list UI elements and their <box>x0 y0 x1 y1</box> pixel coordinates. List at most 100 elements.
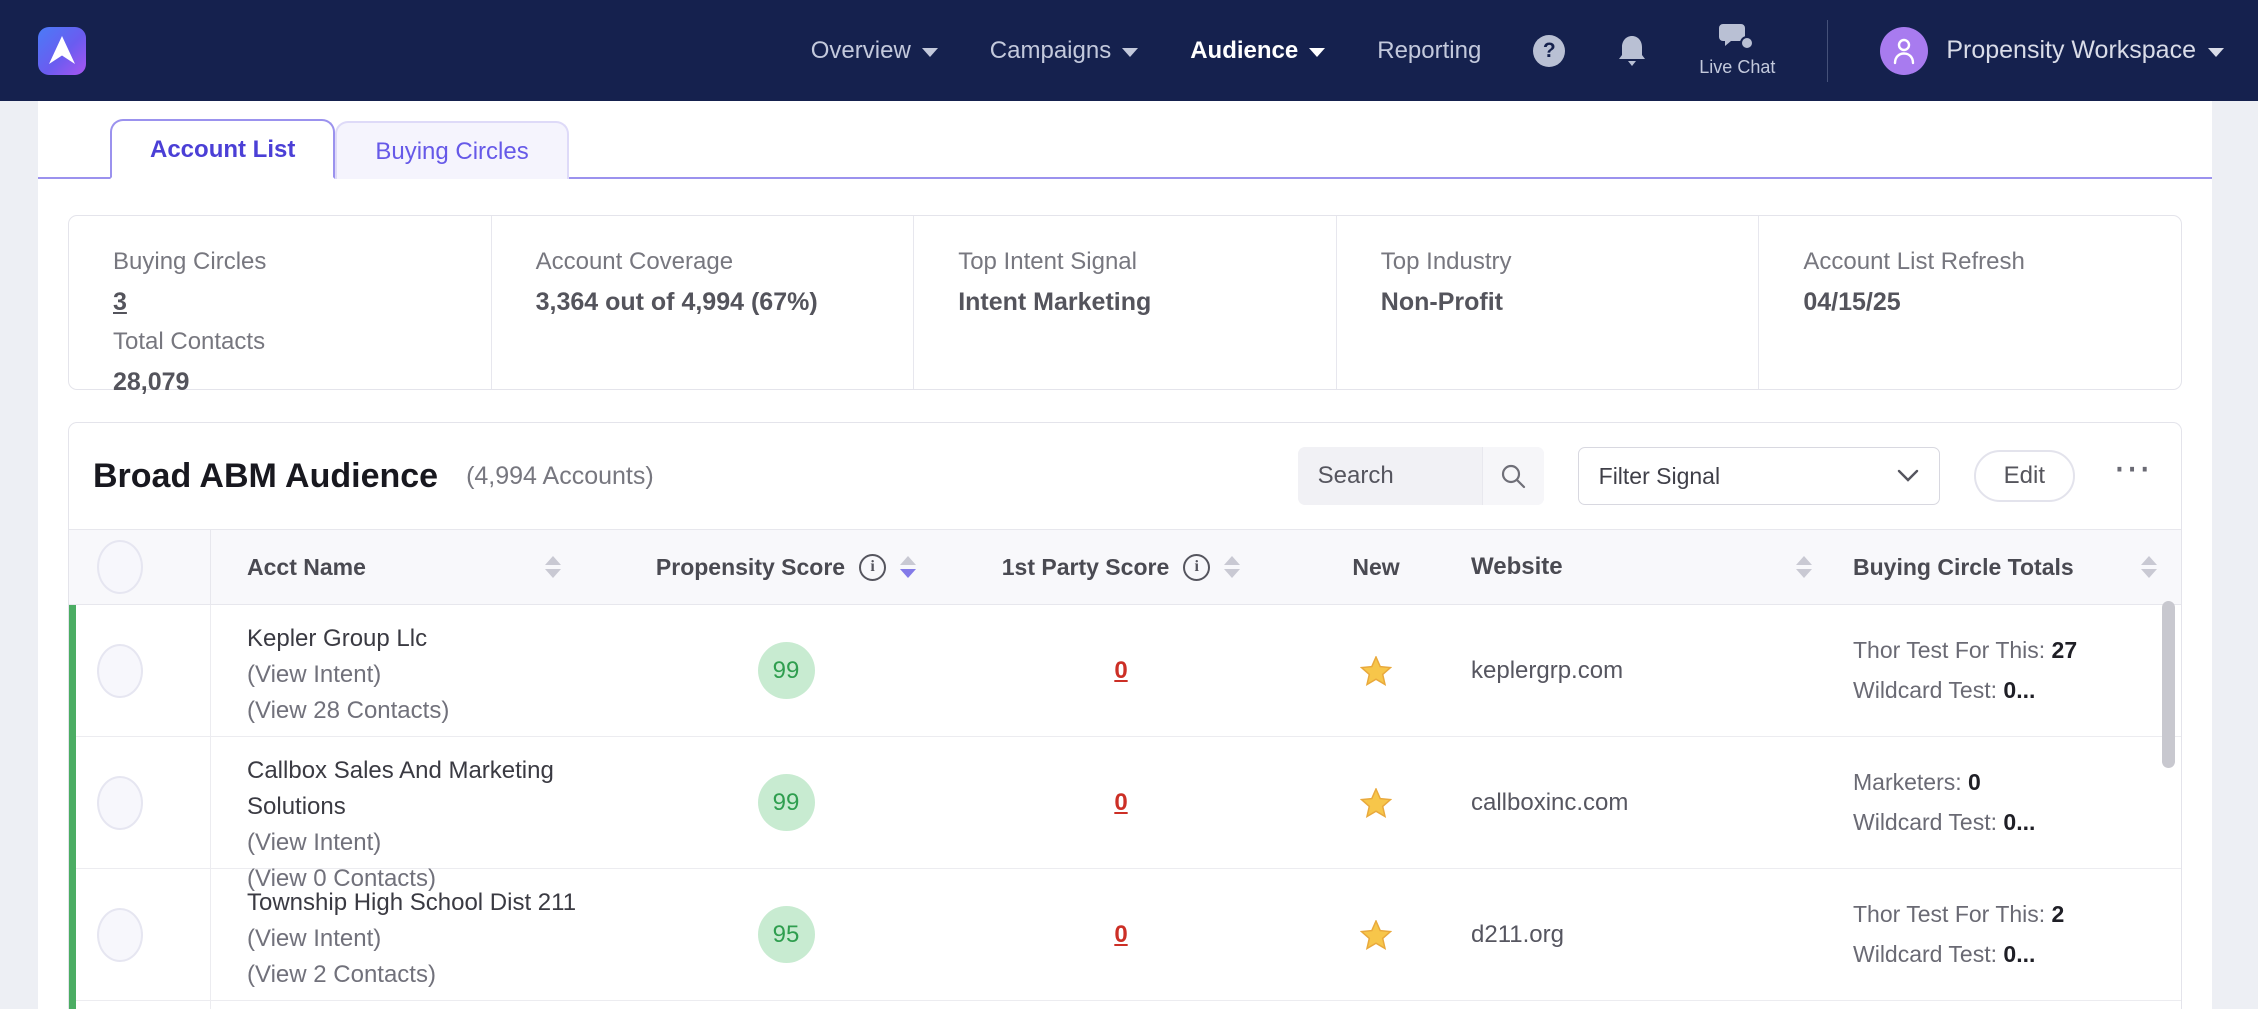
view-intent-link[interactable]: (View Intent) <box>247 925 382 952</box>
sort-buying-circle-totals[interactable] <box>2141 556 2157 578</box>
tab-buying-circles[interactable]: Buying Circles <box>335 121 569 179</box>
view-contacts-link[interactable]: (View 28 Contacts) <box>247 697 450 724</box>
view-intent-link[interactable]: (View Intent) <box>247 829 382 856</box>
stat-account-coverage: Account Coverage 3,364 out of 4,994 (67%… <box>492 216 915 389</box>
user-avatar[interactable] <box>1880 26 1929 75</box>
stat-account-list-refresh: Account List Refresh 04/15/25 <box>1759 216 2181 389</box>
row-checkbox[interactable] <box>96 907 143 962</box>
stat-account-list-refresh-value: 04/15/25 <box>1803 288 1901 316</box>
acct-name-column-label: Acct Name <box>247 553 366 580</box>
header-website: Website <box>1441 553 1826 581</box>
stat-top-intent-signal: Top Intent Signal Intent Marketing <box>914 216 1337 389</box>
stat-top-intent-signal-label: Top Intent Signal <box>958 248 1137 275</box>
main-content: Account List Buying Circles Buying Circl… <box>38 101 2212 1009</box>
buying-circle-total: Thor Test For This: 27 <box>1853 637 2078 663</box>
audience-header: Broad ABM Audience (4,994 Accounts) Filt… <box>69 423 2181 529</box>
top-nav: Overview Campaigns Audience Reporting ? <box>0 0 2258 101</box>
tab-account-list[interactable]: Account List <box>110 119 336 179</box>
sort-website[interactable] <box>1796 556 1812 578</box>
view-contacts-link[interactable]: (View 0 Contacts) <box>247 865 436 892</box>
header-buying-circle-totals: Buying Circle Totals <box>1826 554 2173 581</box>
vertical-scrollbar-thumb[interactable] <box>2162 601 2175 768</box>
nav-audience-label: Audience <box>1190 36 1299 64</box>
sort-propensity-score[interactable] <box>900 556 917 578</box>
nav-reporting-label: Reporting <box>1377 36 1482 64</box>
view-intent-link[interactable]: (View Intent) <box>247 661 382 688</box>
more-options-button[interactable]: ⋯ <box>2109 450 2157 493</box>
nav-overview[interactable]: Overview <box>811 37 938 65</box>
new-star-icon <box>1360 919 1392 950</box>
first-party-score-link[interactable]: 0 <box>1114 788 1128 816</box>
buying-circle-total: Wildcard Test: 0... <box>1853 809 2036 835</box>
help-icon[interactable]: ? <box>1533 34 1566 67</box>
first-party-score-link[interactable]: 0 <box>1114 920 1128 948</box>
edit-button[interactable]: Edit <box>1973 450 2075 502</box>
stat-top-industry: Top Industry Non-Profit <box>1337 216 1760 389</box>
account-name: Kepler Group Llc <box>247 625 428 652</box>
sort-acct-name[interactable] <box>545 556 561 578</box>
account-name: Callbox Sales And Marketing Solutions <box>247 757 554 820</box>
info-glyph: i <box>1194 558 1199 575</box>
logo-arrow-icon <box>49 35 75 64</box>
buying-circle-total: Wildcard Test: 0... <box>1853 941 2036 967</box>
propensity-score-badge: 99 <box>757 774 815 831</box>
stat-top-intent-signal-value: Intent Marketing <box>958 288 1152 316</box>
row-checkbox[interactable] <box>96 775 143 830</box>
filter-signal-select[interactable]: Filter Signal <box>1577 447 1940 505</box>
search-button[interactable] <box>1481 447 1544 505</box>
live-chat-button[interactable]: Live Chat <box>1699 23 1775 78</box>
search-input[interactable] <box>1297 447 1482 505</box>
table-body: Kepler Group Llc (View Intent) (View 28 … <box>69 605 2181 1009</box>
buying-circle-total: Wildcard Test: 0... <box>1853 677 2036 703</box>
table-row-partial <box>69 1001 2181 1009</box>
nav-campaigns-label: Campaigns <box>989 36 1112 64</box>
table-header: Acct Name Propensity Score i 1st Party S… <box>69 529 2181 605</box>
chevron-down-icon <box>2208 47 2224 57</box>
first-party-info-icon[interactable]: i <box>1183 553 1211 581</box>
nav-divider <box>1827 19 1829 82</box>
buying-circle-total: Marketers: 0 <box>1853 769 1981 795</box>
propensity-score-badge: 95 <box>757 906 815 963</box>
stat-buying-circles-value-link[interactable]: 3 <box>113 288 127 316</box>
buying-circle-total: Thor Test For This: 2 <box>1853 901 2065 927</box>
audience-card: Broad ABM Audience (4,994 Accounts) Filt… <box>68 422 2182 1009</box>
stat-top-industry-value: Non-Profit <box>1380 288 1503 316</box>
chevron-down-icon <box>1897 469 1918 482</box>
stat-buying-circles-label: Buying Circles <box>113 248 267 275</box>
select-all-checkbox[interactable] <box>96 540 143 594</box>
first-party-score-link[interactable]: 0 <box>1114 656 1128 684</box>
header-acct-name: Acct Name <box>211 554 641 581</box>
workspace-name: Propensity Workspace <box>1946 36 2224 65</box>
website-text: callboxinc.com <box>1471 788 1629 816</box>
stat-account-coverage-label: Account Coverage <box>535 248 734 275</box>
search-icon <box>1502 464 1526 489</box>
header-propensity-score: Propensity Score i <box>641 553 931 581</box>
live-chat-label: Live Chat <box>1699 57 1776 77</box>
account-name: Township High School Dist 211 <box>247 889 577 916</box>
app-logo[interactable] <box>38 26 86 75</box>
new-star-icon <box>1360 787 1392 818</box>
tab-bar: Account List Buying Circles <box>38 101 2212 179</box>
stats-summary-card: Buying Circles 3 Total Contacts 28,079 A… <box>68 215 2182 396</box>
stat-buying-circles: Buying Circles 3 Total Contacts 28,079 <box>69 216 492 396</box>
row-checkbox[interactable] <box>96 643 143 698</box>
propensity-column-label: Propensity Score <box>655 553 846 580</box>
tab-account-list-label: Account List <box>150 136 296 163</box>
sort-first-party-score[interactable] <box>1224 556 1241 578</box>
nav-audience[interactable]: Audience <box>1190 36 1326 65</box>
page-title: Broad ABM Audience <box>93 456 439 495</box>
table-row: Callbox Sales And Marketing Solutions (V… <box>69 737 2181 892</box>
nav-campaigns[interactable]: Campaigns <box>989 36 1139 65</box>
nav-reporting[interactable]: Reporting <box>1377 37 1481 65</box>
filter-signal-label: Filter Signal <box>1598 462 1721 489</box>
notifications-bell-icon[interactable] <box>1617 34 1647 68</box>
propensity-info-icon[interactable]: i <box>859 553 887 581</box>
header-select-all-cell <box>69 530 211 604</box>
header-first-party-score: 1st Party Score i <box>931 553 1311 581</box>
table-row: Kepler Group Llc (View Intent) (View 28 … <box>69 605 2181 737</box>
stat-account-list-refresh-label: Account List Refresh <box>1803 248 2025 275</box>
stat-total-contacts-label: Total Contacts <box>113 328 266 355</box>
workspace-menu[interactable]: Propensity Workspace <box>1880 26 2224 75</box>
workspace-name-label: Propensity Workspace <box>1946 36 2196 64</box>
view-contacts-link[interactable]: (View 2 Contacts) <box>247 961 436 988</box>
